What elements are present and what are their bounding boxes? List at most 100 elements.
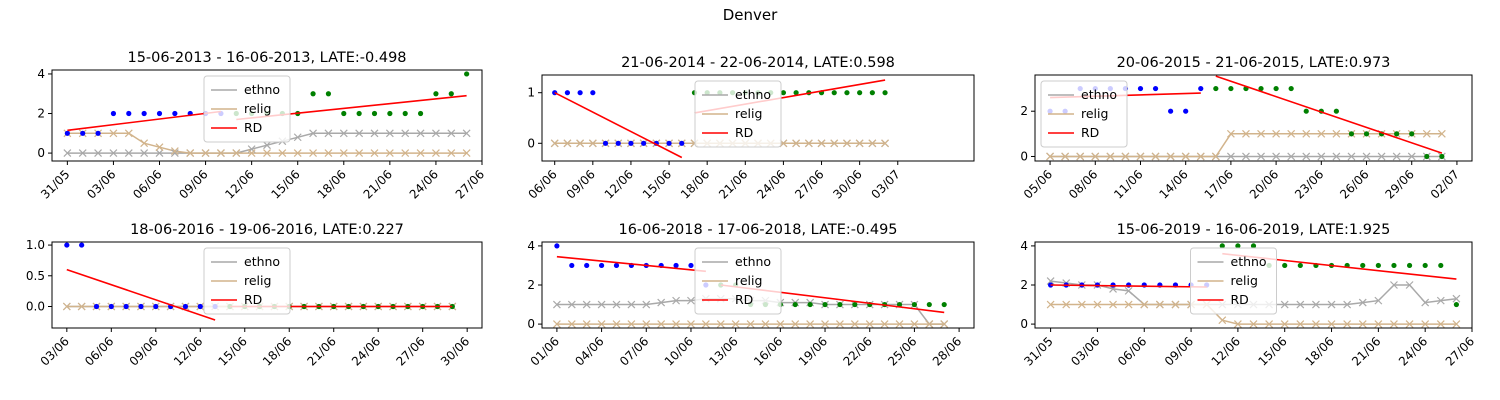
relig-marker: [836, 320, 844, 328]
point-after: [1228, 85, 1234, 92]
ethno-marker: [1452, 294, 1461, 303]
legend: ethno relig RD: [1190, 247, 1277, 315]
ethno-marker: [140, 149, 149, 158]
rd-line-before: [67, 110, 221, 132]
ethno-marker: [1421, 298, 1430, 307]
relig-marker: [731, 320, 740, 328]
axes-frame: [51, 241, 483, 329]
relig-marker: [881, 139, 889, 148]
x-tick-label: 18/06: [678, 167, 712, 201]
x-tick-label: 23/06: [1292, 167, 1326, 201]
ethno-marker: [1302, 152, 1311, 161]
relig-marker: [1327, 320, 1336, 328]
subplot-5: 16-06-2018 - 17-06-2018, LATE:-0.495 0 2 4 0…: [527, 222, 975, 369]
y-tick-label: 4: [37, 67, 45, 81]
relig-marker: [1136, 152, 1145, 161]
x-tick-label: 01/06: [528, 334, 562, 368]
ethno-marker: [94, 149, 102, 158]
ethno-marker: [432, 129, 440, 138]
relig-marker: [309, 149, 317, 158]
point-before: [153, 303, 159, 310]
ethno-marker: [1405, 281, 1414, 289]
legend-label: RD: [1231, 292, 1249, 307]
point-before: [1168, 108, 1174, 114]
relig-marker: [1343, 320, 1352, 328]
x-tick-label: 09/06: [564, 167, 598, 201]
legend-label: relig: [1081, 106, 1108, 121]
x-tick-label: 24/06: [407, 167, 441, 201]
point-after: [341, 110, 347, 117]
relig-marker: [1151, 152, 1160, 161]
ethno-marker: [155, 149, 164, 158]
legend-label: RD: [244, 120, 262, 135]
subplot-title: 21-06-2014 - 22-06-2014, LATE:0.598: [621, 55, 895, 71]
relig-marker: [201, 149, 210, 158]
axes-frame: [1034, 74, 1473, 162]
ethno-marker: [1347, 152, 1356, 161]
ethno-marker: [687, 296, 695, 305]
point-after: [433, 91, 439, 97]
legend-box: [694, 247, 782, 315]
relig-marker: [1312, 320, 1320, 328]
y-tick-label: 2: [527, 278, 535, 292]
ethno-marker: [63, 149, 72, 158]
figure-suptitle: Denver: [723, 6, 778, 24]
rd-line-before: [554, 91, 683, 159]
x-tick-label: 20/06: [1247, 167, 1281, 201]
point-before: [123, 303, 129, 310]
ethno-marker: [447, 129, 456, 138]
point-after: [387, 110, 393, 117]
relig-marker: [855, 139, 864, 148]
relig-marker: [1317, 129, 1326, 138]
point-after: [449, 303, 455, 310]
legend-label: ethno: [244, 82, 280, 97]
point-after: [837, 301, 843, 308]
x-tick-label: 03/06: [38, 334, 72, 368]
ethno-marker: [657, 298, 666, 307]
x-tick-label: 15/06: [1255, 334, 1289, 368]
legend: ethno relig RD: [694, 247, 782, 315]
relig-marker: [370, 149, 379, 158]
relig-marker: [868, 139, 877, 148]
relig-marker: [1302, 129, 1311, 138]
point-before: [1198, 85, 1204, 92]
relig-marker: [62, 302, 71, 311]
point-before: [197, 303, 203, 310]
subplot-title: 15-06-2019 - 16-06-2019, LATE:1.925: [1117, 222, 1391, 238]
x-tick-label: 16/06: [751, 334, 785, 368]
ethno-marker: [416, 129, 425, 138]
legend-label: ethno: [244, 254, 280, 269]
ethno-marker: [1124, 286, 1133, 295]
relig-marker: [1109, 300, 1117, 309]
x-tick-label: 31/05: [38, 167, 72, 201]
x-tick-label: 26/06: [1337, 167, 1371, 201]
relig-marker: [850, 320, 859, 328]
relig-marker: [1124, 300, 1133, 309]
legend-box: [1190, 247, 1277, 315]
x-tick-label: 22/06: [840, 334, 874, 368]
x-tick-label: 29/06: [1382, 167, 1416, 201]
relig-marker: [1166, 152, 1175, 161]
ethno-marker: [1272, 152, 1281, 161]
ethno-marker: [1312, 300, 1320, 309]
point-after: [1394, 131, 1400, 137]
legend-label: relig: [735, 273, 762, 288]
point-before: [598, 262, 605, 269]
relig-marker: [263, 149, 271, 158]
relig-marker: [385, 149, 394, 158]
ethno-marker: [1327, 300, 1336, 309]
relig-marker: [232, 149, 241, 158]
subplot-title: 20-06-2015 - 21-06-2015, LATE:0.973: [1117, 55, 1391, 71]
point-after: [844, 90, 850, 96]
y-tick-label: 0.0: [26, 300, 45, 314]
ethno-marker: [401, 129, 410, 138]
point-after: [1363, 131, 1370, 137]
point-before: [613, 262, 620, 269]
y-tick-label: 4: [1020, 239, 1028, 253]
subplot-4: 18-06-2016 - 19-06-2016, LATE:0.227 0.0 0.…: [26, 222, 483, 369]
legend: ethno relig RD: [694, 80, 782, 148]
point-after: [1235, 243, 1241, 249]
point-before: [141, 110, 147, 117]
relig-marker: [821, 320, 829, 328]
relig-marker: [576, 139, 585, 148]
